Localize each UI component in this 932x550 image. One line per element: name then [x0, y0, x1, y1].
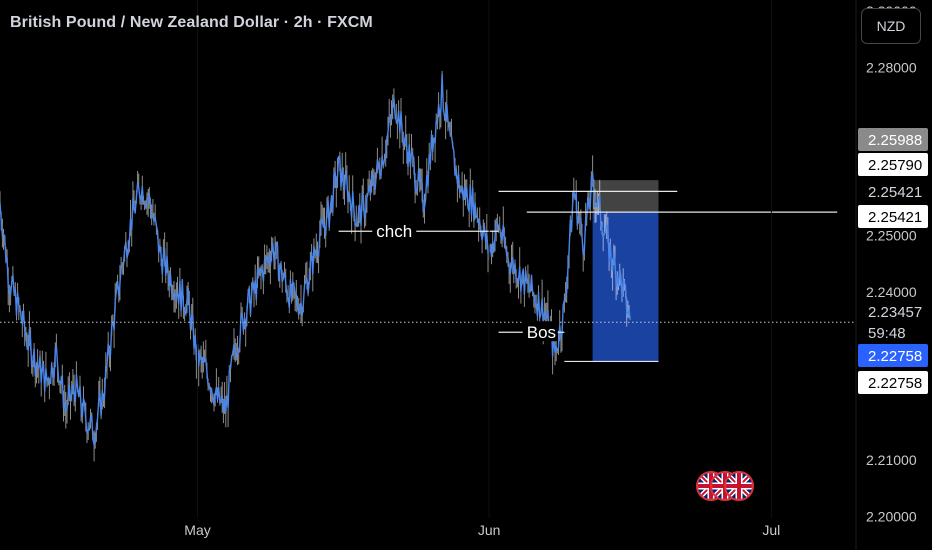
- uk-flag-icon[interactable]: [724, 471, 754, 501]
- price-label-box: [858, 153, 928, 176]
- x-tick-label: May: [184, 522, 210, 538]
- gray-zone: [592, 180, 659, 213]
- zones-layer: [592, 180, 659, 362]
- y-tick-label: 2.24000: [866, 284, 917, 300]
- price-label-box: [858, 321, 928, 344]
- chart-title: British Pound / New Zealand Dollar · 2h …: [10, 14, 373, 31]
- y-tick-label: 2.21000: [866, 452, 917, 468]
- annotation-label: chch: [376, 222, 412, 241]
- price-label-text: 2.25988: [868, 132, 922, 149]
- annotation-bg: [522, 321, 558, 342]
- price-label-text: 2.22758: [868, 348, 922, 365]
- annotations-layer: chch Bos: [372, 220, 558, 342]
- price-label-text: 59:48: [868, 325, 906, 342]
- price-label-box: [858, 371, 928, 394]
- price-label-box: [858, 300, 928, 323]
- uk-flag-icons[interactable]: [696, 471, 756, 503]
- price-label-text: 2.25790: [868, 157, 922, 174]
- y-tick-label: 2.28000: [866, 59, 917, 75]
- price-label-box: [858, 205, 928, 228]
- price-label-text: 2.25421: [868, 209, 922, 226]
- price-label-box: [858, 180, 928, 203]
- annotation-label: Bos: [527, 323, 556, 342]
- y-tick-label: 2.25000: [866, 228, 917, 244]
- price-label-box: [858, 344, 928, 367]
- x-axis[interactable]: May Jun Jul: [184, 0, 780, 538]
- price-label-box: [858, 128, 928, 151]
- price-label-text: 2.25421: [868, 184, 922, 201]
- price-label-text: 2.22758: [868, 375, 922, 392]
- price-label-text: 2.23457: [868, 304, 922, 321]
- y-tick-label: 2.20000: [866, 508, 917, 524]
- currency-button[interactable]: NZD: [861, 8, 921, 44]
- series-line: [0, 73, 631, 447]
- price-labels: 2.25988 2.25790 2.25421 2.25421 2.23457 59:48…: [858, 128, 928, 394]
- annotation-bg: [372, 220, 417, 241]
- x-tick-label: Jul: [762, 522, 780, 538]
- x-tick-label: Jun: [478, 522, 501, 538]
